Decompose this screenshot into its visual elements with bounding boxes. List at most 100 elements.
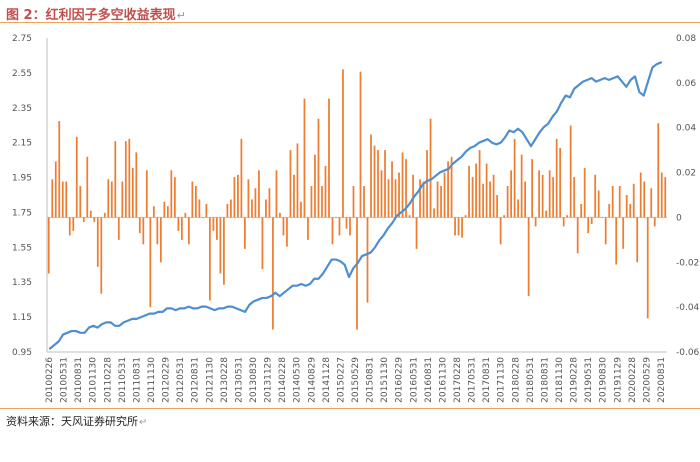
x-tick-label: 20161130 — [438, 357, 448, 403]
x-tick-label: 20180531 — [526, 357, 536, 403]
bar — [110, 181, 113, 218]
source-note: 资料来源：天风证券研究所↵ — [6, 413, 147, 429]
right-tick-label: 0.06 — [676, 79, 696, 89]
bar — [226, 203, 229, 218]
bar — [335, 217, 337, 219]
x-tick-label: 20110531 — [118, 357, 128, 403]
x-tick-label: 20110228 — [103, 357, 113, 403]
x-tick-label: 20150529 — [351, 357, 361, 403]
bar — [492, 174, 495, 218]
bar — [615, 217, 618, 265]
bar — [198, 199, 201, 218]
x-tick-label: 20190830 — [599, 357, 609, 403]
x-tick-label: 20160229 — [395, 357, 405, 403]
bar — [233, 177, 236, 218]
bar — [440, 186, 442, 218]
left-tick-label: 2.35 — [12, 104, 32, 114]
bar — [450, 156, 453, 218]
x-tick-label: 20100831 — [74, 357, 84, 403]
bar — [482, 183, 484, 218]
x-tick-label: 20140530 — [293, 357, 303, 403]
bar — [461, 217, 463, 238]
bar — [566, 215, 569, 218]
x-tick-label: 20151130 — [380, 357, 390, 403]
x-tick-label: 20120229 — [162, 357, 172, 403]
bar — [513, 138, 516, 218]
bar — [622, 217, 625, 249]
bar — [576, 217, 579, 254]
bar — [548, 170, 551, 218]
bar — [300, 201, 302, 218]
bar — [531, 159, 534, 218]
bar — [79, 186, 82, 218]
bar — [223, 217, 225, 285]
right-tick-label: -0.02 — [676, 258, 699, 268]
bar — [100, 217, 103, 294]
right-tick-label: 0.08 — [676, 34, 696, 44]
bar — [307, 217, 309, 240]
bar — [152, 206, 155, 218]
bar — [314, 154, 316, 218]
bar — [296, 143, 299, 218]
bar — [212, 217, 215, 231]
bar — [373, 145, 376, 218]
bar — [391, 161, 393, 218]
bar — [142, 217, 145, 245]
right-axis-ticks: -0.06 -0.04 -0.02 0 0.02 0.04 0.06 0.08 — [676, 34, 700, 358]
bar — [216, 217, 218, 240]
bar — [419, 179, 421, 218]
bar — [51, 179, 54, 218]
bar — [517, 199, 519, 218]
bar — [611, 186, 614, 218]
bar — [559, 147, 562, 218]
bar — [247, 179, 250, 218]
bar — [230, 199, 232, 218]
cumulative-return-line — [48, 61, 663, 350]
x-tick-label: 20141128 — [322, 357, 332, 403]
bar — [289, 150, 292, 218]
bar — [454, 217, 456, 236]
bar — [356, 217, 358, 330]
left-tick-label: 2.15 — [12, 139, 32, 149]
left-tick-label: 1.75 — [12, 208, 32, 218]
x-tick-label: 20101130 — [89, 357, 99, 403]
bar — [426, 150, 428, 218]
x-tick-label: 20200228 — [628, 357, 638, 403]
bar — [503, 215, 505, 218]
bar — [653, 217, 656, 227]
bar — [401, 152, 404, 218]
bar — [202, 217, 204, 219]
bar — [121, 181, 124, 218]
bar — [625, 195, 628, 218]
right-tick-label: -0.06 — [676, 348, 700, 358]
page-title: 图 2：红利因子多空收益表现↵ — [6, 4, 186, 23]
bar — [562, 217, 565, 227]
bar — [251, 199, 253, 218]
bar — [660, 172, 663, 218]
bar — [156, 217, 159, 245]
bar — [47, 217, 50, 274]
bar — [412, 174, 414, 218]
x-tick-label: 20191129 — [613, 357, 623, 403]
bar — [191, 181, 194, 218]
bar — [583, 168, 586, 218]
x-tick-label: 20180228 — [511, 357, 521, 403]
bar — [394, 179, 397, 218]
bar — [646, 217, 649, 319]
bar — [65, 181, 68, 218]
x-tick-label: 20170831 — [482, 357, 492, 403]
bar — [464, 215, 467, 218]
line-series — [48, 61, 663, 350]
x-tick-label: 20170531 — [468, 357, 478, 403]
bar — [405, 159, 407, 218]
bar — [187, 217, 190, 245]
bar — [468, 165, 470, 218]
chart: 0.95 1.15 1.35 1.55 1.75 1.95 2.15 2.35 2.55 2.75… — [12, 34, 700, 403]
bar — [366, 217, 369, 303]
bar — [639, 172, 642, 218]
x-tick-label: 20110831 — [132, 357, 142, 403]
bar — [496, 195, 498, 218]
bar — [138, 217, 141, 234]
bar — [279, 212, 281, 218]
bar — [254, 188, 257, 218]
